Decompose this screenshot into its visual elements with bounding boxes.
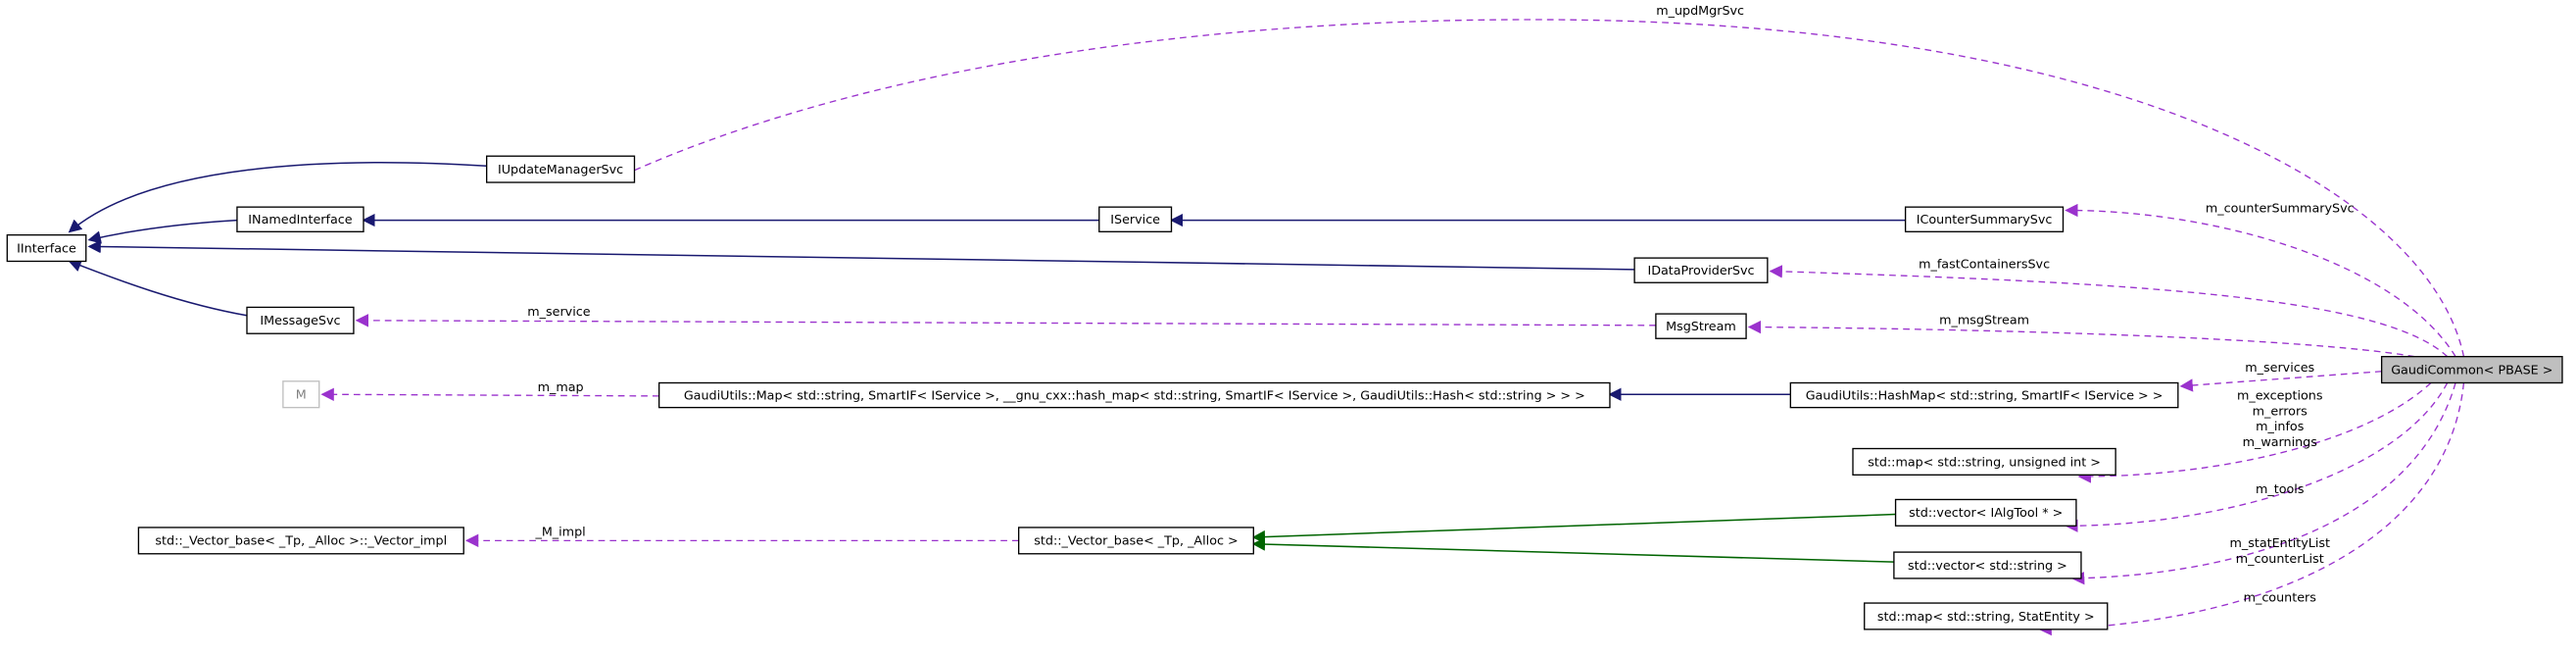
edge-label: m_warnings (2243, 435, 2317, 450)
edge-label: m_service (527, 305, 590, 320)
usage-edge (2065, 203, 2456, 358)
node-label: std::map< std::string, unsigned int > (1868, 455, 2101, 470)
edge-label: m_services (2245, 361, 2314, 376)
edge-label: m_counterSummarySvc (2206, 201, 2355, 216)
usage-edge (1769, 265, 2449, 358)
node-label: IInterface (17, 241, 76, 256)
edge-label: m_exceptions (2237, 388, 2323, 403)
node-box (1904, 206, 2065, 232)
inheritance-edge (68, 162, 487, 233)
usage-edge (2070, 382, 2456, 585)
node-label: std::_Vector_base< _Tp, _Alloc > (1034, 534, 1238, 549)
node-box (486, 155, 636, 183)
node-label: GaudiUtils::Map< std::string, SmartIF< I… (684, 388, 1585, 403)
node-label: INamedInterface (248, 213, 352, 227)
node-box (1894, 498, 2077, 527)
node-box (1633, 257, 1769, 283)
node-box (6, 233, 87, 263)
node-label: std::vector< IAlgTool * > (1909, 506, 2063, 521)
node-box (246, 306, 355, 334)
inheritance-edge (1251, 537, 1894, 563)
usage-edge (1747, 320, 2415, 358)
edge-label: m_counterList (2236, 552, 2324, 567)
inheritance-edge (87, 219, 237, 244)
inheritance-edge (87, 239, 1635, 271)
node-box (1864, 602, 2109, 630)
usage-edge (2179, 371, 2382, 392)
node-box (236, 206, 365, 232)
usage-edge (2038, 382, 2465, 636)
edge-label: m_tools (2256, 482, 2304, 497)
node-box (657, 381, 1611, 409)
edge-label: m_counters (2244, 591, 2316, 606)
usage-edge (609, 19, 2465, 357)
node-box (137, 527, 464, 555)
usage-edge (355, 314, 1656, 327)
inheritance-edge (68, 259, 248, 317)
node-box (282, 380, 320, 409)
node-box (1789, 381, 2179, 409)
node-label: std::map< std::string, StatEntity > (1877, 610, 2095, 625)
node-box (1655, 313, 1747, 339)
node-label: M (296, 388, 307, 403)
edge-label: m_updMgrSvc (1656, 4, 1744, 19)
edge-label: m_errors (2253, 404, 2308, 419)
node-label: std::vector< std::string > (1908, 559, 2067, 574)
node-box (1098, 206, 1173, 232)
inheritance-edge (1251, 513, 1896, 544)
usage-edge (2077, 381, 2432, 483)
edge-label: m_statEntityList (2229, 536, 2330, 551)
node-label: std::_Vector_base< _Tp, _Alloc >::_Vecto… (155, 534, 447, 549)
node-label: ICounterSummarySvc (1917, 213, 2053, 227)
node-label: IDataProviderSvc (1647, 264, 1754, 278)
node-label: GaudiUtils::HashMap< std::string, SmartI… (1806, 388, 2163, 403)
node-label: MsgStream (1666, 320, 1736, 334)
node-label: IService (1110, 213, 1160, 227)
edge-label: m_map (538, 380, 584, 395)
node-box (1852, 447, 2116, 476)
node-box (1893, 551, 2082, 579)
node-label: IUpdateManagerSvc (498, 163, 623, 177)
node-box (2380, 355, 2563, 384)
edge-label: _M_impl (534, 525, 585, 539)
usage-edge (2065, 382, 2449, 532)
edge-label: m_infos (2256, 420, 2304, 434)
node-label: GaudiCommon< PBASE > (2391, 363, 2552, 377)
edge-label: m_fastContainersSvc (1919, 257, 2050, 272)
usage-edge (320, 387, 659, 401)
node-label: IMessageSvc (260, 314, 340, 328)
edge-label: m_msgStream (1939, 313, 2029, 327)
node-box (1017, 527, 1254, 555)
